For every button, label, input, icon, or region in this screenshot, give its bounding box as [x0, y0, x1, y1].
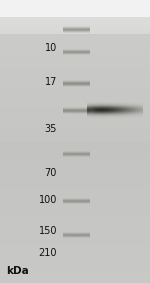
Text: 35: 35 [45, 124, 57, 134]
Text: 10: 10 [45, 43, 57, 53]
Text: 150: 150 [39, 226, 57, 236]
Text: 210: 210 [39, 248, 57, 258]
Text: kDa: kDa [6, 266, 29, 276]
Text: 70: 70 [45, 168, 57, 178]
Text: 17: 17 [45, 77, 57, 87]
Text: 100: 100 [39, 194, 57, 205]
